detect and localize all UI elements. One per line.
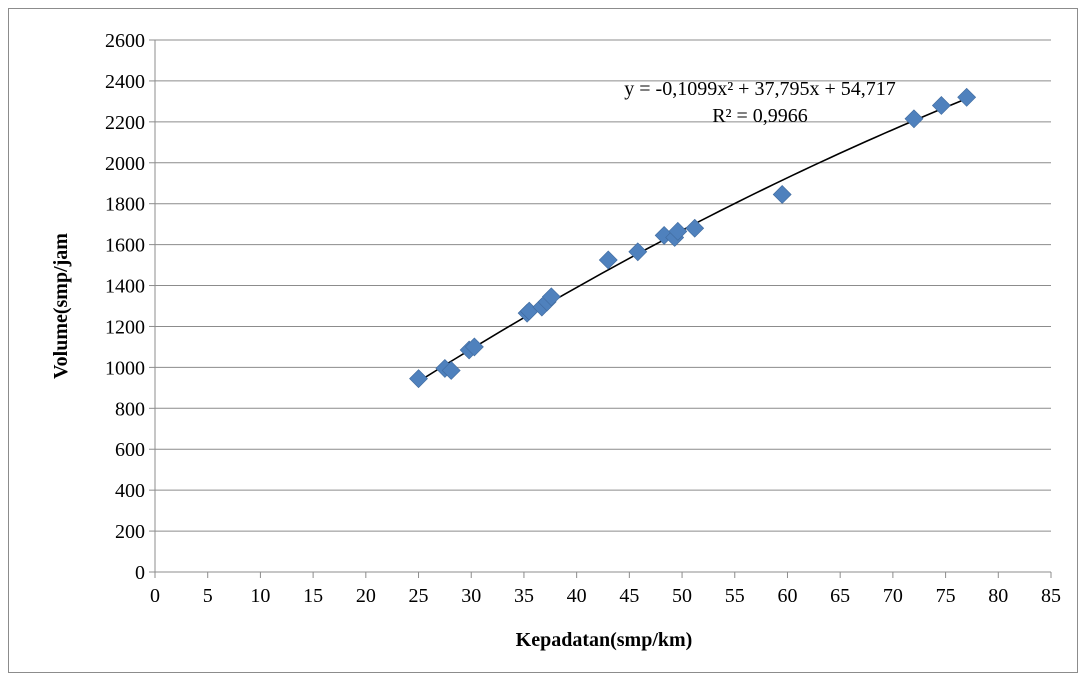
trendline xyxy=(418,97,967,383)
y-axis-title: Volume(smp/jam xyxy=(50,233,72,379)
y-tick-label-3: 600 xyxy=(115,439,145,461)
x-tick-label-4: 20 xyxy=(356,585,376,607)
y-tick-label-2: 400 xyxy=(115,480,145,502)
data-points xyxy=(409,87,977,389)
data-point-19 xyxy=(957,87,977,107)
y-tick-label-7: 1400 xyxy=(105,276,145,298)
x-tick-label-3: 15 xyxy=(303,585,323,607)
data-point-11 xyxy=(628,242,648,262)
y-tick-label-1: 200 xyxy=(115,521,145,543)
data-point-16 xyxy=(772,185,792,204)
y-tick-label-4: 800 xyxy=(115,398,145,420)
x-tick-label-12: 60 xyxy=(777,585,797,607)
x-tick-label-13: 65 xyxy=(830,585,850,607)
x-tick-label-15: 75 xyxy=(936,585,956,607)
data-point-4 xyxy=(464,337,484,357)
y-tick-label-13: 2600 xyxy=(105,30,145,52)
gridlines xyxy=(155,39,1051,532)
y-tick-label-11: 2200 xyxy=(105,112,145,134)
data-point-9 xyxy=(541,287,561,307)
y-tick-label-0: 0 xyxy=(135,562,145,584)
x-tick-label-11: 55 xyxy=(725,585,745,607)
y-tick-label-8: 1600 xyxy=(105,235,145,257)
data-point-15 xyxy=(685,218,705,238)
x-tick-label-10: 50 xyxy=(672,585,692,607)
data-point-10 xyxy=(598,250,618,270)
x-axis-title: Kepadatan(smp/km) xyxy=(516,629,693,651)
y-tick-label-5: 1000 xyxy=(105,357,145,379)
axes xyxy=(149,39,1052,578)
y-tick-label-6: 1200 xyxy=(105,316,145,338)
data-point-17 xyxy=(904,109,924,129)
y-tick-label-10: 2000 xyxy=(105,153,145,175)
x-tick-label-17: 85 xyxy=(1041,585,1061,607)
x-tick-label-6: 30 xyxy=(461,585,481,607)
y-tick-label-9: 1800 xyxy=(105,194,145,216)
tick-labels: 0200400600800100012001400160018002000220… xyxy=(105,30,1061,607)
trendline-r-squared: R² = 0,9966 xyxy=(712,105,808,127)
x-tick-label-14: 70 xyxy=(883,585,903,607)
x-tick-label-0: 0 xyxy=(150,585,160,607)
data-point-18 xyxy=(931,96,951,115)
x-tick-label-1: 5 xyxy=(203,585,213,607)
x-tick-label-16: 80 xyxy=(988,585,1008,607)
trendline-equation: y = -0,1099x² + 37,795x + 54,717 xyxy=(624,78,896,100)
x-tick-label-2: 10 xyxy=(250,585,270,607)
data-point-0 xyxy=(409,369,428,389)
x-tick-label-9: 45 xyxy=(619,585,639,607)
y-tick-label-12: 2400 xyxy=(105,71,145,93)
data-point-2 xyxy=(441,361,461,380)
trendline-group xyxy=(418,97,967,383)
chart-frame xyxy=(8,8,1078,673)
x-tick-label-5: 25 xyxy=(409,585,429,607)
data-point-14 xyxy=(668,221,688,241)
x-tick-label-7: 35 xyxy=(514,585,534,607)
x-tick-label-8: 40 xyxy=(567,585,587,607)
